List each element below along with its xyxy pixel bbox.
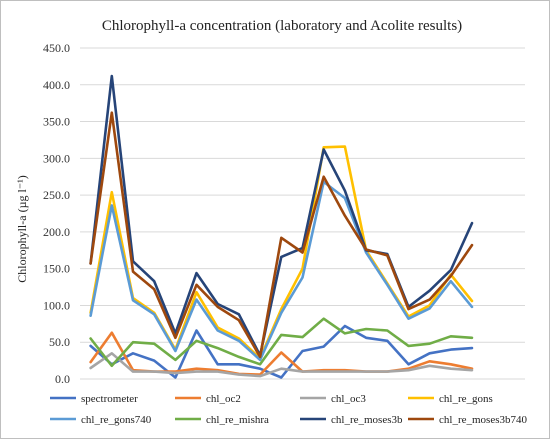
- legend-item-chl_oc3: chl_oc3: [300, 393, 366, 405]
- series-line-chl_oc3: [89, 352, 474, 378]
- legend-label: chl_oc2: [206, 393, 241, 405]
- legend-item-chl_re_moses3b740: chl_re_moses3b740: [408, 414, 527, 426]
- legend-item-chl_oc2: chl_oc2: [175, 393, 241, 405]
- y-axis-label: Chlorophyll-a (µg l⁻¹): [15, 175, 29, 283]
- y-tick-label: 50.0: [49, 335, 70, 349]
- chart-title: Chlorophyll-a concentration (laboratory …: [102, 18, 462, 34]
- legend-item-chl_re_gons740: chl_re_gons740: [50, 414, 152, 426]
- y-axis-ticks: 0.0 50.0 100.0 150.0 200.0 250.0 300.0 350.0 400…: [43, 41, 70, 386]
- y-tick-label: 250.0: [43, 188, 70, 202]
- y-tick-label: 400.0: [43, 78, 70, 92]
- legend: spectrometer chl_oc2 chl_oc3 chl_re_gonschl…: [50, 393, 527, 426]
- series-line-chl_re_mishra: [89, 317, 474, 368]
- legend-label: spectrometer: [81, 393, 138, 405]
- legend-item-chl_re_moses3b: chl_re_moses3b: [300, 414, 403, 426]
- y-tick-label: 200.0: [43, 225, 70, 239]
- legend-label: chl_re_moses3b: [331, 414, 403, 426]
- y-tick-label: 450.0: [43, 41, 70, 55]
- series-line-chl_re_gons740: [89, 180, 474, 362]
- legend-label: chl_re_gons: [439, 393, 493, 405]
- legend-item-chl_re_gons: chl_re_gons: [408, 393, 493, 405]
- legend-item-chl_re_mishra: chl_re_mishra: [175, 414, 269, 426]
- legend-label: chl_oc3: [331, 393, 366, 405]
- y-tick-label: 150.0: [43, 262, 70, 276]
- series-lines: [89, 74, 474, 379]
- y-tick-label: 100.0: [43, 298, 70, 312]
- series-line-spectrometer: [89, 324, 474, 379]
- legend-item-spectrometer: spectrometer: [50, 393, 138, 405]
- legend-label: chl_re_mishra: [206, 414, 269, 426]
- series-line-chl_re_moses3b740: [89, 111, 474, 359]
- y-tick-label: 0.0: [55, 372, 70, 386]
- y-tick-label: 300.0: [43, 151, 70, 165]
- legend-label: chl_re_moses3b740: [439, 414, 527, 426]
- y-tick-label: 350.0: [43, 115, 70, 129]
- legend-label: chl_re_gons740: [81, 414, 152, 426]
- gridlines: [80, 47, 525, 380]
